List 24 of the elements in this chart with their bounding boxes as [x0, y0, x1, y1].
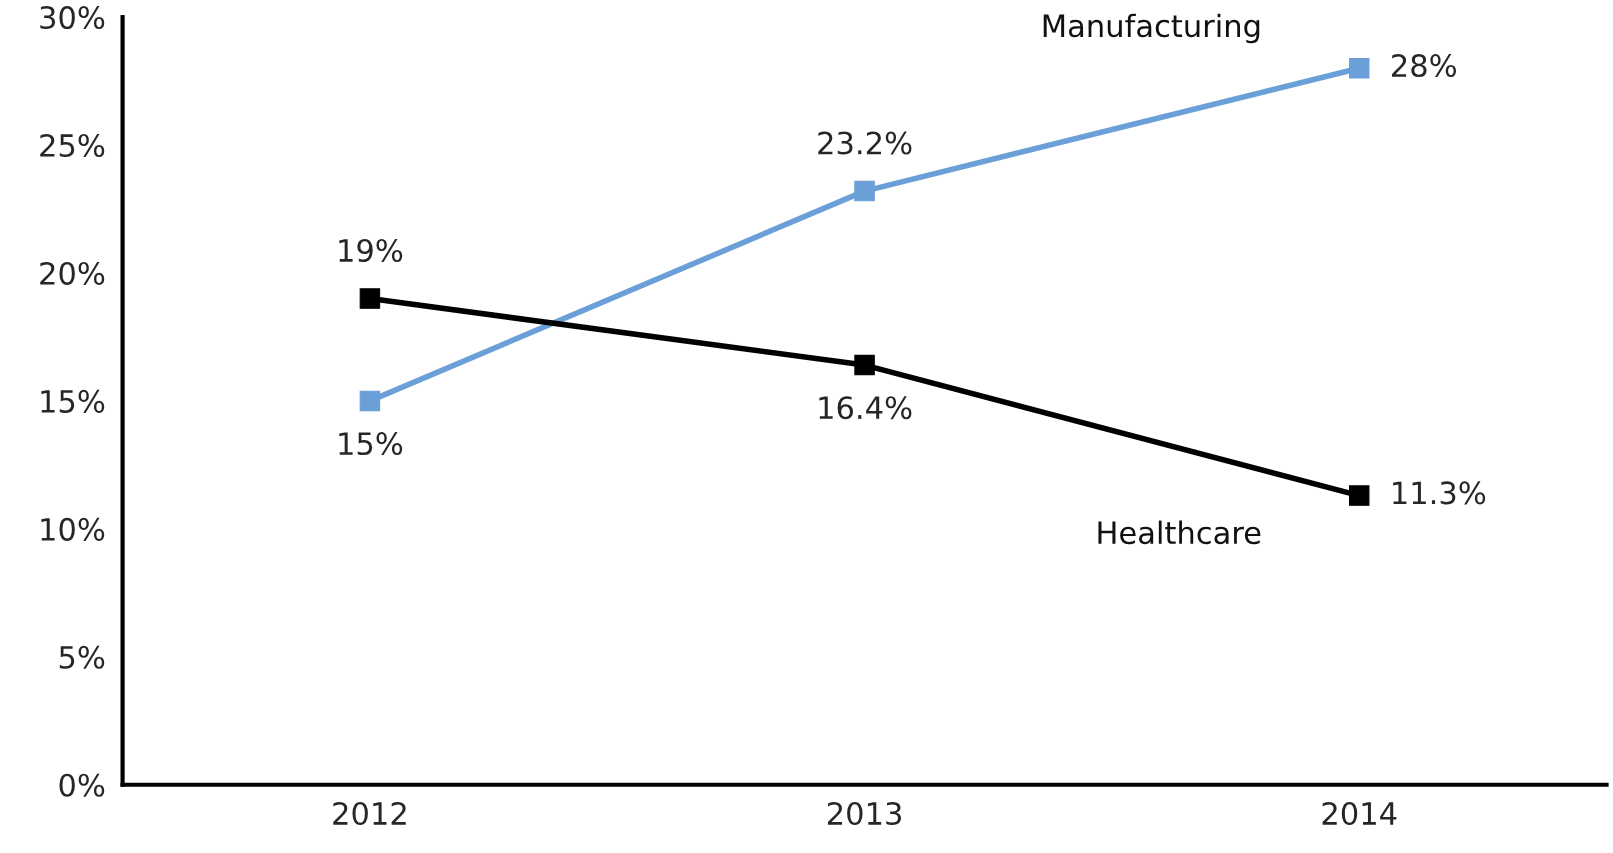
point — [854, 180, 875, 202]
point — [854, 354, 875, 376]
data-label: 15% — [339, 432, 403, 456]
y-tick-label: 20% — [40, 261, 105, 285]
y-tick-label: 15% — [41, 389, 105, 413]
data-label: 19% — [339, 238, 403, 263]
y-tick-label: 10% — [41, 517, 105, 541]
x-tick-label: 2013 — [827, 801, 901, 826]
series-label: Manufacturing — [1043, 13, 1260, 44]
series-label: Healthcare — [1098, 520, 1261, 545]
y-tick-label: 30% — [40, 5, 105, 30]
data-label: 23.2% — [818, 131, 912, 155]
data-label: 16.4% — [819, 396, 912, 420]
y-tick-label: 0% — [59, 773, 105, 797]
x-tick-label: 2012 — [333, 801, 406, 826]
data-label: 11.3% — [1393, 481, 1486, 505]
y-tick-label: 5% — [59, 645, 105, 669]
data-label: 28% — [1392, 53, 1456, 78]
point — [1348, 58, 1370, 79]
y-tick-label: 25% — [40, 133, 105, 158]
point — [1348, 485, 1370, 506]
point — [359, 288, 381, 309]
point — [359, 390, 381, 412]
x-tick-label: 2014 — [1322, 801, 1397, 826]
